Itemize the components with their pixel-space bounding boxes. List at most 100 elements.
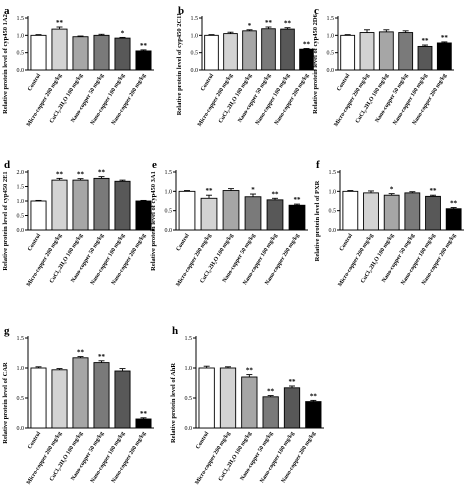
significance-label: * bbox=[121, 29, 125, 37]
bar bbox=[398, 32, 414, 71]
bar bbox=[363, 192, 379, 231]
bar bbox=[30, 367, 47, 429]
significance-label: ** bbox=[303, 41, 311, 49]
y-tick-label: 1.0 bbox=[185, 366, 193, 372]
y-tick-label: 1.0 bbox=[165, 189, 173, 195]
y-tick-label: 1.5 bbox=[17, 16, 25, 22]
bar bbox=[359, 32, 375, 71]
y-tick-label: 0.0 bbox=[17, 228, 25, 234]
panel-label: g bbox=[4, 325, 10, 337]
bar bbox=[261, 28, 276, 71]
panel-label: b bbox=[178, 5, 184, 17]
x-tick-label: Micro-copper 200 mg/kg bbox=[197, 73, 234, 128]
significance-label: ** bbox=[77, 349, 85, 357]
bar bbox=[72, 357, 89, 429]
y-axis-label: Relative protein level of cyp450 2E1 bbox=[2, 171, 9, 270]
bar bbox=[288, 204, 306, 231]
bar bbox=[445, 208, 462, 231]
bar bbox=[262, 396, 279, 429]
x-tick-label: Control bbox=[175, 233, 190, 253]
y-tick-label: 0.0 bbox=[165, 228, 173, 234]
y-tick-label: 1.5 bbox=[329, 170, 337, 176]
bar bbox=[219, 367, 237, 429]
significance-label: ** bbox=[430, 187, 438, 195]
y-tick-label: 0.0 bbox=[191, 68, 199, 74]
y-tick-label: 0.5 bbox=[17, 396, 25, 402]
bar bbox=[198, 367, 215, 429]
significance-label: * bbox=[390, 186, 394, 194]
significance-label: ** bbox=[77, 171, 85, 179]
bar bbox=[436, 42, 452, 71]
panel-f: f Relative protein level of PXR 0.0 0.5 1.0 1… bbox=[314, 159, 464, 288]
significance-label: ** bbox=[98, 353, 106, 361]
panel-label: f bbox=[316, 159, 320, 171]
x-tick-label: Nano-copper 200 mg/kg bbox=[412, 73, 448, 126]
bar bbox=[200, 197, 218, 231]
y-tick-label: 1.0 bbox=[191, 33, 199, 39]
y-axis-label: Relative protein level of PXR bbox=[314, 180, 321, 261]
significance-label: ** bbox=[246, 367, 254, 375]
y-tick-label: 1.0 bbox=[17, 33, 25, 39]
y-tick-label: 1.5 bbox=[191, 16, 199, 22]
significance-label: ** bbox=[206, 187, 214, 195]
x-tick-label: Nano-copper 100 mg/kg bbox=[255, 73, 291, 126]
bar bbox=[93, 34, 110, 71]
y-tick-label: 1.0 bbox=[327, 33, 335, 39]
bar bbox=[223, 33, 238, 71]
significance-label: ** bbox=[265, 19, 273, 27]
bar bbox=[72, 36, 89, 71]
bar bbox=[114, 37, 131, 71]
significance-label: ** bbox=[98, 169, 106, 177]
panel-h: h Relative protein level of AhR 0.0 0.5 1.0 1… bbox=[170, 325, 324, 486]
bar bbox=[51, 369, 68, 429]
bar bbox=[378, 31, 394, 71]
y-tick-label: 1.5 bbox=[185, 336, 193, 342]
y-tick-label: 0.0 bbox=[185, 426, 193, 432]
y-tick-label: 1.0 bbox=[17, 199, 25, 205]
x-tick-label: Nano-copper 100 mg/kg bbox=[392, 73, 428, 126]
x-tick-label: Control bbox=[27, 233, 42, 253]
bar bbox=[241, 376, 258, 429]
y-tick-label: 1.0 bbox=[329, 189, 337, 195]
y-tick-label: 0.5 bbox=[17, 214, 25, 220]
bar bbox=[72, 179, 89, 231]
significance-label: ** bbox=[140, 410, 148, 418]
significance-label: ** bbox=[284, 20, 292, 28]
x-tick-label: Micro-copper 200 mg/kg bbox=[333, 73, 370, 128]
bar bbox=[425, 195, 441, 231]
significance-label: ** bbox=[450, 200, 458, 208]
bar bbox=[93, 362, 110, 429]
y-tick-label: 0.5 bbox=[17, 51, 25, 57]
bar bbox=[30, 34, 47, 71]
significance-label: ** bbox=[56, 19, 64, 27]
significance-label: ** bbox=[56, 170, 64, 178]
y-tick-label: 1.5 bbox=[17, 336, 25, 342]
y-axis-label: Relative protein level of cyp450 2C11 bbox=[176, 13, 183, 116]
bar bbox=[340, 34, 356, 71]
y-axis-label: Relative protein level of CAR bbox=[2, 362, 9, 444]
bar bbox=[417, 45, 433, 71]
bar bbox=[114, 370, 131, 429]
panel-label: a bbox=[4, 5, 10, 17]
y-tick-label: 1.5 bbox=[327, 16, 335, 22]
panel-g: g Relative protein level of CAR 0.0 0.5 1.0 1… bbox=[2, 325, 154, 486]
x-tick-label: Control bbox=[339, 233, 354, 253]
y-axis-label: Relative protein level of cyp450 1A2 bbox=[2, 14, 9, 114]
y-tick-label: 0.5 bbox=[165, 209, 173, 215]
significance-label: ** bbox=[310, 392, 318, 400]
significance-label: ** bbox=[422, 37, 430, 45]
bar bbox=[204, 34, 219, 71]
bar bbox=[266, 199, 284, 231]
y-tick-label: 0.0 bbox=[327, 68, 335, 74]
y-tick-label: 0.5 bbox=[327, 51, 335, 57]
bar bbox=[222, 190, 240, 231]
bar bbox=[244, 196, 262, 231]
significance-label: ** bbox=[441, 34, 449, 42]
x-tick-label: Control bbox=[195, 431, 210, 451]
bar bbox=[135, 200, 152, 231]
bar bbox=[51, 179, 68, 231]
